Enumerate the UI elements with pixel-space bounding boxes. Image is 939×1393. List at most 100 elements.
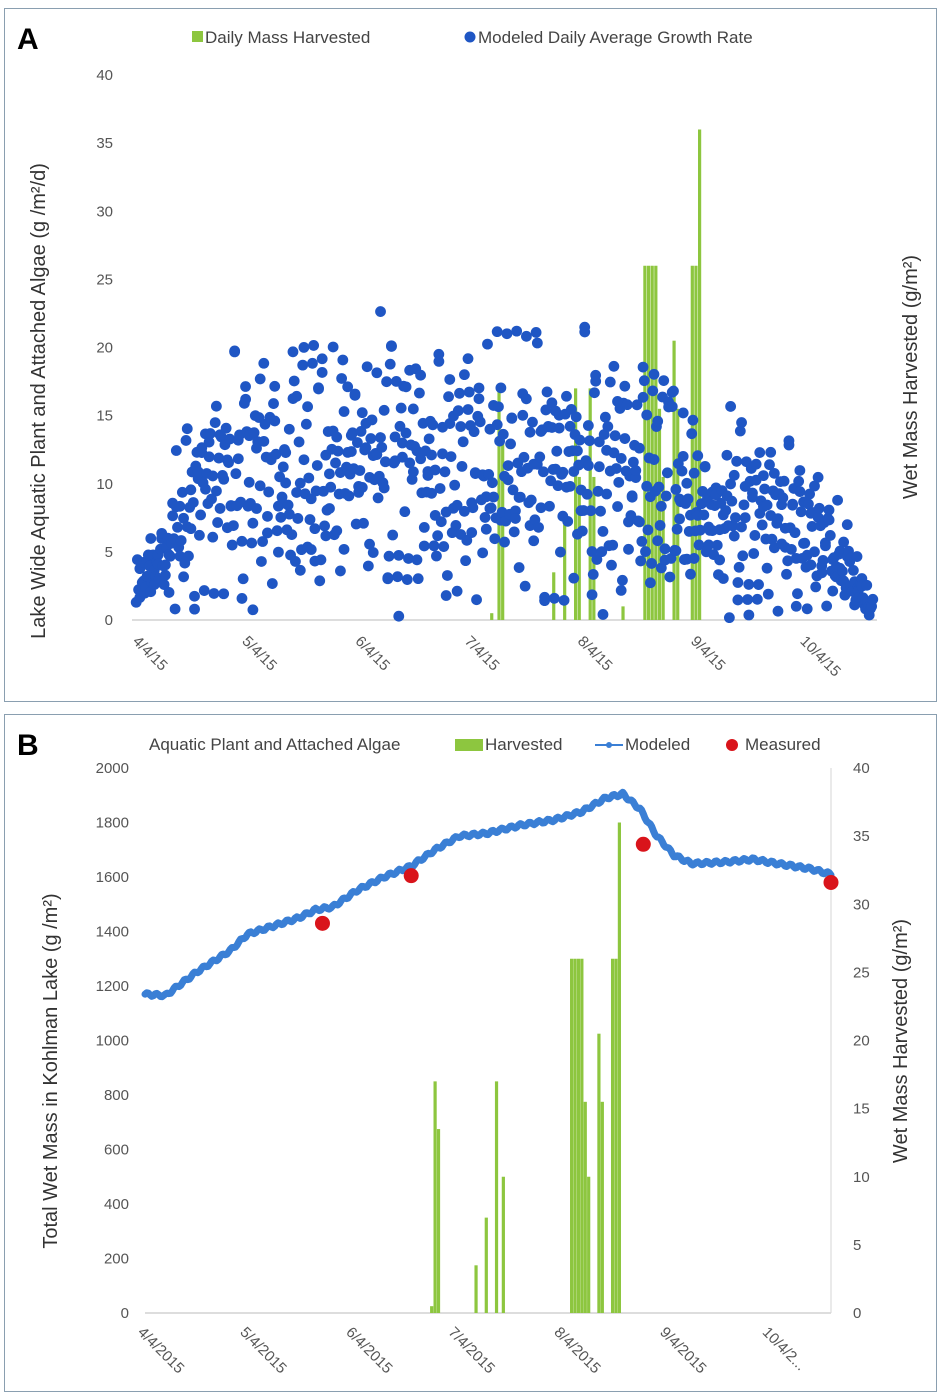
- growth-point: [271, 525, 283, 537]
- growth-point: [607, 539, 619, 551]
- growth-point: [432, 530, 444, 542]
- growth-point: [451, 499, 463, 511]
- growth-point: [589, 387, 600, 399]
- growth-point: [429, 464, 441, 476]
- growth-point: [291, 487, 303, 498]
- growth-point: [336, 373, 348, 384]
- growth-point: [270, 448, 282, 460]
- growth-point: [355, 426, 367, 437]
- growth-point: [316, 353, 328, 365]
- harvested-bar: [587, 1176, 591, 1313]
- growth-point: [540, 404, 552, 416]
- growth-point: [228, 520, 239, 531]
- harvested-bar: [433, 1081, 437, 1313]
- growth-point: [593, 461, 605, 473]
- growth-point: [525, 494, 537, 506]
- growth-point: [337, 354, 349, 366]
- legend-label-growth: Modeled Daily Average Growth Rate: [478, 28, 753, 47]
- growth-point: [356, 407, 368, 419]
- growth-point: [451, 585, 463, 597]
- growth-point: [609, 430, 621, 442]
- growth-point: [664, 571, 676, 583]
- growth-point: [730, 512, 741, 524]
- growth-point: [268, 398, 279, 409]
- growth-point: [237, 573, 249, 585]
- growth-point: [198, 585, 210, 596]
- growth-point: [732, 577, 744, 588]
- growth-point: [257, 536, 268, 547]
- growth-point: [782, 555, 794, 567]
- growth-point: [325, 481, 337, 493]
- growth-point: [175, 535, 187, 546]
- chart-b: B Aquatic Plant and Attached Algae Harve…: [17, 729, 912, 1377]
- harvested-bar: [430, 1306, 434, 1313]
- growth-point: [732, 594, 744, 606]
- growth-point: [414, 387, 425, 399]
- growth-point: [314, 575, 326, 587]
- growth-point: [426, 449, 437, 461]
- growth-point: [367, 547, 379, 558]
- growth-point: [595, 505, 606, 517]
- growth-point: [444, 374, 456, 385]
- growth-point: [435, 516, 447, 528]
- growth-point: [193, 529, 205, 541]
- growth-point: [495, 382, 507, 394]
- x-tick-label-b: 7/4/2015: [445, 1324, 498, 1377]
- harvest-bar-a: [657, 408, 662, 620]
- growth-point: [434, 483, 446, 494]
- growth-point: [269, 380, 281, 392]
- growth-point: [263, 486, 275, 498]
- growth-point: [570, 411, 582, 423]
- growth-point: [619, 380, 631, 392]
- growth-point: [641, 409, 653, 421]
- growth-point: [723, 612, 735, 624]
- growth-point: [347, 427, 358, 439]
- growth-point: [621, 399, 633, 411]
- growth-point: [670, 484, 682, 495]
- growth-point: [327, 341, 339, 353]
- x-tick-label-a: 8/4/15: [574, 633, 616, 675]
- modeled-line-b: [141, 788, 835, 1001]
- growth-point: [733, 561, 745, 573]
- growth-point: [497, 428, 509, 440]
- growth-point: [258, 357, 270, 369]
- growth-point: [169, 603, 181, 615]
- y-tick-label-a: 15: [96, 408, 113, 425]
- growth-point: [431, 550, 442, 562]
- growth-point: [805, 559, 817, 571]
- growth-point: [461, 534, 473, 546]
- growth-point: [210, 400, 222, 412]
- y-tick-label-left-b: 1800: [96, 815, 129, 832]
- harvested-bar: [494, 1081, 499, 1313]
- growth-point: [345, 446, 357, 457]
- growth-point: [648, 368, 660, 380]
- growth-point: [799, 537, 811, 549]
- growth-point: [558, 594, 570, 606]
- growth-point: [460, 555, 472, 567]
- growth-point: [726, 495, 738, 507]
- growth-point: [407, 403, 419, 415]
- growth-point: [378, 482, 390, 494]
- growth-point: [180, 435, 192, 446]
- growth-point: [658, 375, 670, 387]
- growth-point: [338, 543, 350, 555]
- growth-point: [506, 412, 518, 424]
- growth-point: [682, 493, 694, 505]
- growth-point: [591, 554, 603, 565]
- growth-point: [395, 402, 407, 414]
- growth-points-a: [130, 306, 879, 624]
- harvest-bar-a: [574, 388, 578, 620]
- growth-point: [562, 515, 574, 527]
- growth-point: [587, 568, 599, 580]
- growth-point: [677, 450, 689, 462]
- growth-point: [280, 447, 292, 458]
- growth-point: [631, 399, 643, 411]
- growth-point: [638, 375, 650, 387]
- growth-point: [676, 465, 688, 477]
- growth-point: [365, 433, 377, 444]
- growth-point: [195, 509, 206, 521]
- growth-point: [582, 420, 594, 431]
- measured-point: [314, 915, 330, 931]
- growth-point: [653, 481, 665, 493]
- growth-point: [462, 404, 474, 415]
